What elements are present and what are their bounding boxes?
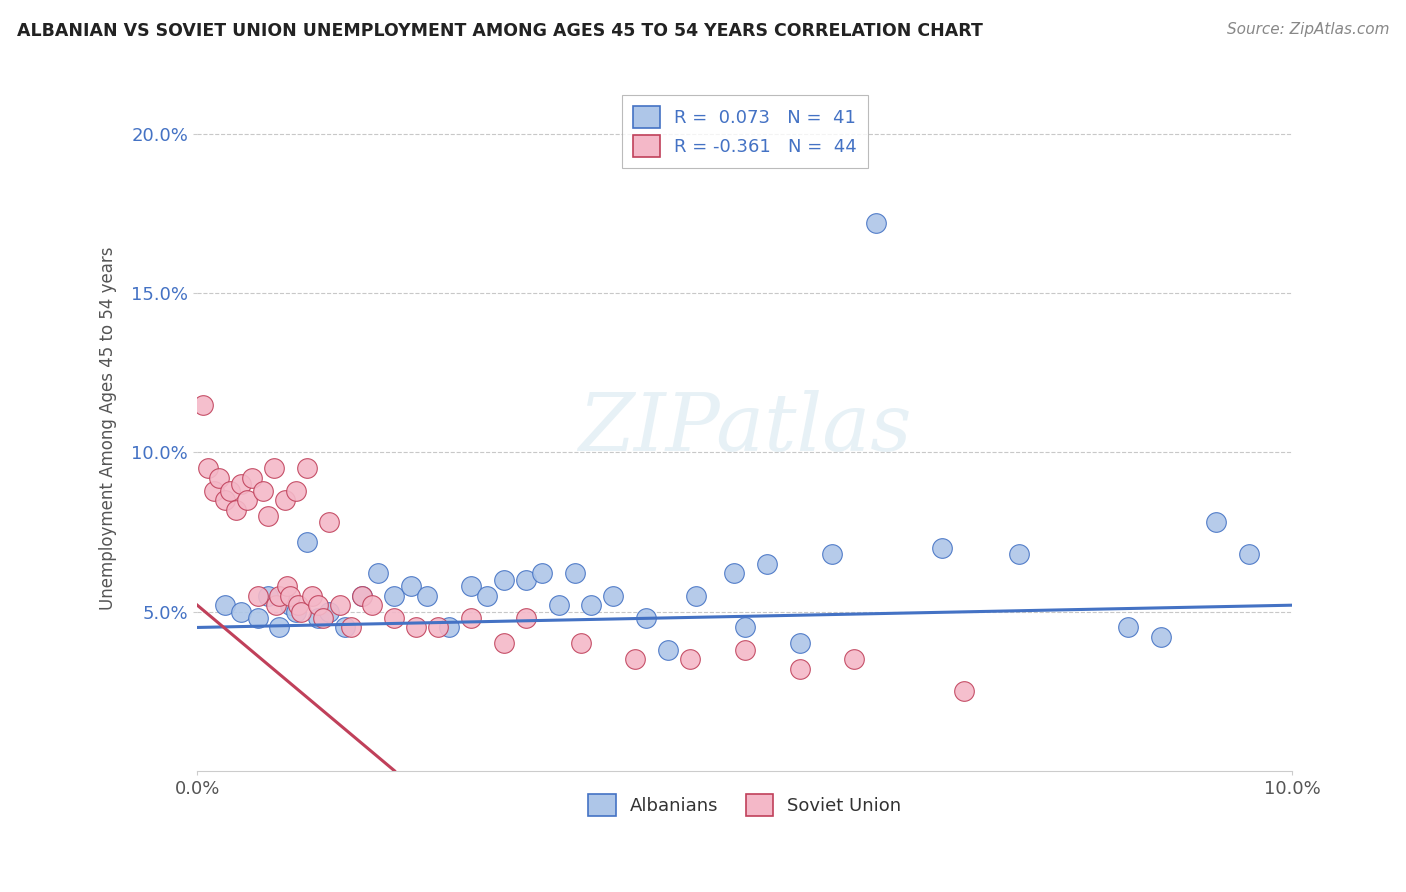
- Point: [865, 216, 887, 230]
- Text: ZIPatlas: ZIPatlas: [578, 390, 911, 467]
- Point: [789, 636, 811, 650]
- Point: [287, 598, 309, 612]
- Point: [307, 598, 329, 612]
- Point: [384, 611, 406, 625]
- Point: [307, 611, 329, 625]
- Point: [219, 483, 242, 498]
- Point: [492, 573, 515, 587]
- Point: [492, 636, 515, 650]
- Point: [257, 509, 280, 524]
- Point: [1007, 547, 1029, 561]
- Point: [361, 598, 384, 612]
- Point: [280, 589, 302, 603]
- Point: [547, 598, 569, 612]
- Point: [1237, 547, 1260, 561]
- Point: [208, 471, 231, 485]
- Point: [350, 589, 373, 603]
- Point: [284, 605, 307, 619]
- Point: [214, 493, 236, 508]
- Point: [202, 483, 225, 498]
- Point: [229, 605, 252, 619]
- Point: [952, 684, 974, 698]
- Point: [821, 547, 844, 561]
- Point: [318, 516, 340, 530]
- Point: [367, 566, 389, 581]
- Point: [225, 502, 247, 516]
- Point: [240, 471, 263, 485]
- Point: [405, 620, 427, 634]
- Point: [624, 652, 647, 666]
- Point: [284, 483, 307, 498]
- Point: [235, 493, 257, 508]
- Point: [252, 483, 274, 498]
- Text: ALBANIAN VS SOVIET UNION UNEMPLOYMENT AMONG AGES 45 TO 54 YEARS CORRELATION CHAR: ALBANIAN VS SOVIET UNION UNEMPLOYMENT AM…: [17, 22, 983, 40]
- Point: [416, 589, 439, 603]
- Point: [679, 652, 702, 666]
- Point: [515, 573, 537, 587]
- Point: [399, 579, 422, 593]
- Point: [274, 493, 297, 508]
- Point: [257, 589, 280, 603]
- Point: [229, 477, 252, 491]
- Point: [581, 598, 603, 612]
- Point: [197, 461, 219, 475]
- Point: [290, 605, 312, 619]
- Text: Source: ZipAtlas.com: Source: ZipAtlas.com: [1226, 22, 1389, 37]
- Point: [280, 598, 302, 612]
- Point: [734, 642, 756, 657]
- Point: [723, 566, 745, 581]
- Point: [564, 566, 586, 581]
- Point: [333, 620, 356, 634]
- Point: [384, 589, 406, 603]
- Point: [269, 620, 291, 634]
- Point: [246, 611, 269, 625]
- Legend: Albanians, Soviet Union: Albanians, Soviet Union: [581, 787, 908, 823]
- Point: [350, 589, 373, 603]
- Point: [755, 557, 778, 571]
- Point: [685, 589, 707, 603]
- Point: [569, 636, 592, 650]
- Point: [460, 579, 482, 593]
- Point: [264, 598, 287, 612]
- Point: [263, 461, 285, 475]
- Point: [636, 611, 658, 625]
- Point: [789, 662, 811, 676]
- Point: [295, 461, 318, 475]
- Point: [295, 534, 318, 549]
- Point: [246, 589, 269, 603]
- Point: [734, 620, 756, 634]
- Point: [329, 598, 352, 612]
- Point: [1116, 620, 1139, 634]
- Point: [339, 620, 361, 634]
- Point: [1150, 630, 1173, 644]
- Point: [460, 611, 482, 625]
- Point: [318, 605, 340, 619]
- Point: [427, 620, 450, 634]
- Point: [301, 589, 323, 603]
- Y-axis label: Unemployment Among Ages 45 to 54 years: Unemployment Among Ages 45 to 54 years: [100, 247, 117, 610]
- Point: [515, 611, 537, 625]
- Point: [1205, 516, 1227, 530]
- Point: [269, 589, 291, 603]
- Point: [312, 611, 335, 625]
- Point: [276, 579, 298, 593]
- Point: [844, 652, 866, 666]
- Point: [437, 620, 460, 634]
- Point: [214, 598, 236, 612]
- Point: [191, 398, 214, 412]
- Point: [657, 642, 679, 657]
- Point: [531, 566, 554, 581]
- Point: [931, 541, 953, 555]
- Point: [602, 589, 624, 603]
- Point: [477, 589, 499, 603]
